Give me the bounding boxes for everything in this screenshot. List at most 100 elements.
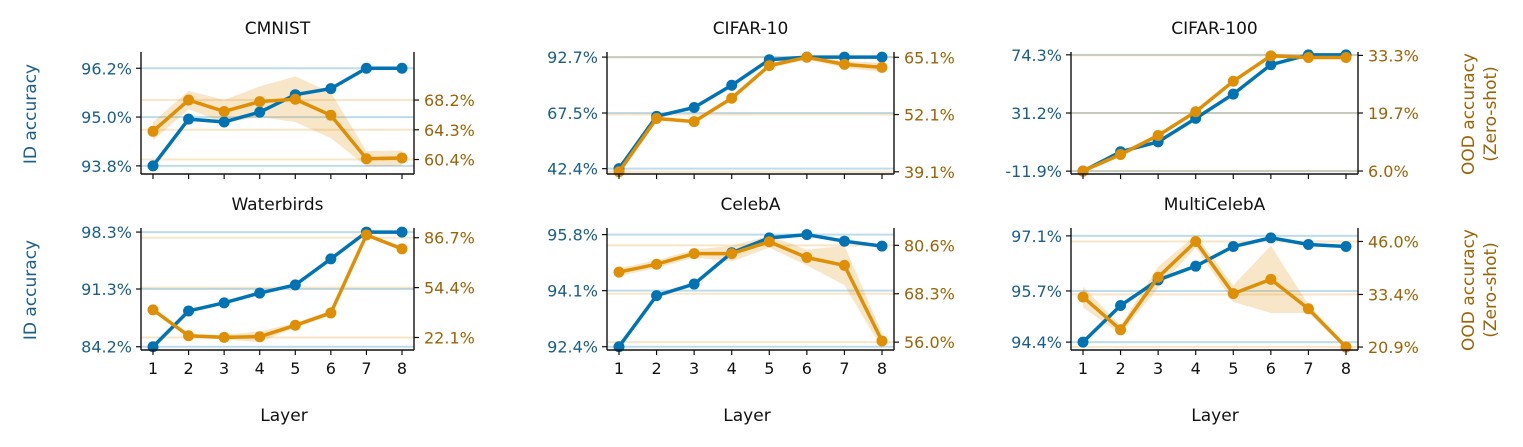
ood-series-point [325, 307, 337, 319]
id-tick-label: 92.7% [547, 48, 598, 67]
ood-axis-label-top-line2: (Zero-shot) [1481, 66, 1501, 162]
ood-tick-label: 65.1% [904, 48, 955, 67]
id-series-point [1265, 59, 1277, 71]
chart-panel-multiceleba: 97.1% 95.7% 94.4% 46.0% 33.4% 20.9% 1 2 3 4 5 6 7 8 Mu… [1011, 195, 1419, 378]
id-series-line [1081, 236, 1347, 344]
id-series-point [801, 229, 813, 241]
id-series-point [876, 240, 888, 252]
x-tick-label: 8 [877, 359, 887, 378]
ood-series-point [651, 113, 663, 125]
panel-title: MultiCelebA [1164, 195, 1266, 215]
ood-series-point [396, 243, 408, 255]
id-series-point [1190, 260, 1202, 272]
ood-series-point [651, 258, 663, 270]
figure-labels: ID accuracy ID accuracy OOD accuracy (Ze… [21, 53, 1501, 426]
ood-series-point [218, 105, 230, 117]
id-tick-label: 84.2% [81, 338, 132, 357]
ood-series-point [396, 152, 408, 164]
id-tick-label: 74.3% [1011, 46, 1062, 65]
id-series-line [617, 232, 883, 348]
ood-series-point [1302, 303, 1314, 315]
ood-series-line [618, 239, 884, 342]
ood-series-point [1152, 129, 1164, 141]
id-axis-label-bottom: ID accuracy [21, 240, 41, 340]
id-series-point [1340, 240, 1352, 252]
ood-tick-label: 52.1% [904, 106, 955, 125]
id-tick-label: 95.0% [81, 108, 132, 127]
x-tick-label: 3 [1153, 359, 1163, 378]
ood-series-point [183, 330, 195, 342]
x-tick-label: 4 [1191, 359, 1201, 378]
ood-series-point [1340, 52, 1352, 64]
ood-series-point [1115, 324, 1127, 336]
id-series-point [688, 101, 700, 113]
ood-series-point [254, 96, 266, 108]
id-series-point [254, 287, 266, 299]
id-series-point [254, 106, 266, 118]
ood-tick-label: 86.7% [424, 229, 475, 248]
id-tick-label: 94.1% [547, 282, 598, 301]
ood-series-point [1302, 52, 1314, 64]
ood-series-point [254, 331, 266, 343]
ood-series-point [688, 248, 700, 260]
ood-series-point [763, 236, 775, 248]
x-axis-label-right: Layer [1191, 406, 1238, 426]
id-series-point [218, 116, 230, 128]
ood-series-point [801, 51, 813, 63]
ood-tick-label: 6.0% [1368, 162, 1409, 181]
id-series-point [1302, 239, 1314, 251]
x-tick-label: 8 [1341, 359, 1351, 378]
x-tick-label: 6 [326, 359, 336, 378]
x-axis-label-middle: Layer [723, 406, 770, 426]
ood-series-point [147, 125, 159, 137]
ood-tick-label: 33.4% [1368, 285, 1419, 304]
x-tick-label: 4 [727, 359, 737, 378]
id-series-line [151, 230, 402, 348]
ood-tick-label: 68.3% [904, 285, 955, 304]
id-series-point [688, 278, 700, 290]
ood-series-point [1190, 106, 1202, 118]
ood-series-point [1152, 271, 1164, 283]
panel-title: Waterbirds [231, 195, 323, 215]
ood-series-line [1082, 54, 1346, 173]
ood-series-point [688, 116, 700, 128]
ood-series-point [726, 92, 738, 104]
ood-series-point [838, 259, 850, 271]
id-tick-label: 67.5% [547, 104, 598, 123]
ood-series-point [763, 60, 775, 72]
id-series-point [838, 235, 850, 247]
ood-axis-label-top-line1: OOD accuracy [1459, 53, 1479, 175]
ood-series-line [1081, 238, 1348, 349]
chart-panel-cifar-10: 92.7% 67.5% 42.4% 65.1% 52.1% 39.1% CIFAR-10 [547, 19, 955, 182]
ood-axis-label-bottom-line2: (Zero-shot) [1481, 242, 1501, 338]
ood-series-point [1115, 149, 1127, 161]
ood-series-point [1265, 50, 1277, 62]
ood-series-point [838, 58, 850, 70]
ood-series-point [325, 109, 337, 121]
id-series-point [325, 253, 337, 265]
x-tick-label: 7 [361, 359, 371, 378]
ood-series-point [360, 229, 372, 241]
panel-title: CIFAR-10 [713, 19, 789, 39]
ood-series-line [151, 232, 403, 340]
ood-series-line [617, 55, 883, 173]
id-tick-label: 95.8% [547, 226, 598, 245]
id-series-point [1077, 336, 1089, 348]
ood-series-point [218, 331, 230, 343]
ood-tick-label: 19.7% [1368, 104, 1419, 123]
x-tick-label: 3 [219, 359, 229, 378]
id-tick-label: 97.1% [1011, 227, 1062, 246]
ood-tick-label: 56.0% [904, 333, 955, 352]
x-tick-label: 5 [1228, 359, 1238, 378]
ood-series-point [289, 93, 301, 105]
ood-series-point [360, 153, 372, 165]
id-series-line [151, 66, 402, 167]
ood-tick-label: 39.1% [904, 163, 955, 182]
id-tick-label: -11.9% [1005, 162, 1062, 181]
ood-tick-label: 22.1% [424, 328, 475, 347]
chart-panel-waterbirds: 98.3% 91.3% 84.2% 86.7% 54.4% 22.1% 1 2 3 4 5 6 7 8 Wa… [81, 195, 475, 378]
ood-tick-label: 54.4% [424, 279, 475, 298]
x-tick-label: 6 [1266, 359, 1276, 378]
ood-series-point [147, 304, 159, 316]
